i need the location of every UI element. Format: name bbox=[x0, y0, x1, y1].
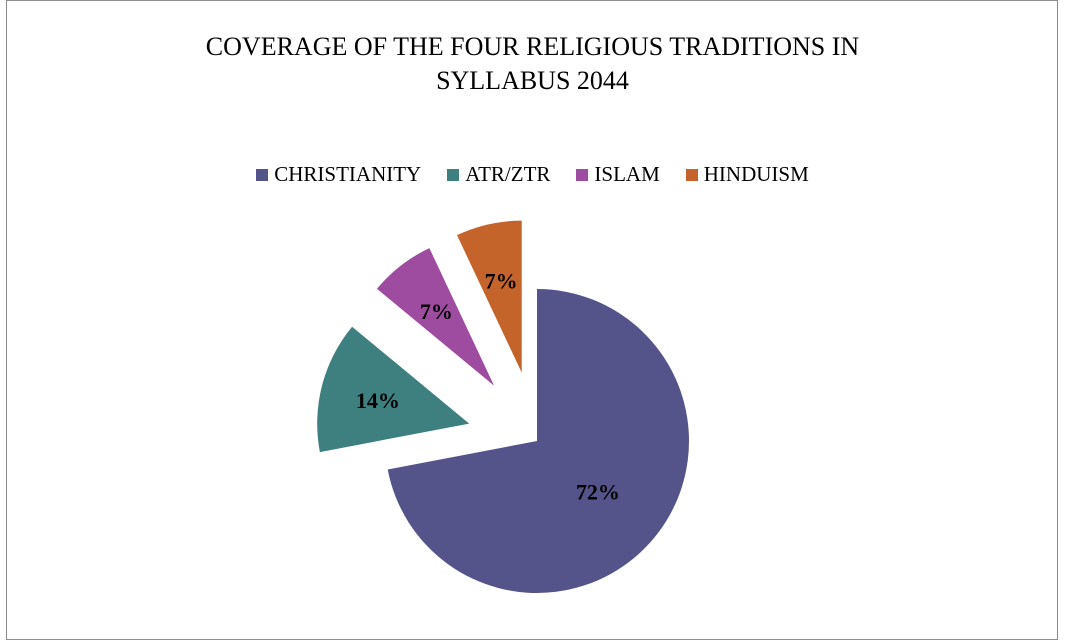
slice-label-hinduism: 7% bbox=[485, 269, 518, 294]
chart-title: COVERAGE OF THE FOUR RELIGIOUS TRADITION… bbox=[205, 32, 860, 95]
legend-label-christianity: CHRISTIANITY bbox=[274, 162, 422, 186]
pie-slice-islam bbox=[376, 248, 495, 386]
pie-slice-hinduism bbox=[457, 220, 522, 373]
slice-label-atr-ztr: 14% bbox=[356, 388, 400, 413]
legend-swatch-atr-ztr bbox=[447, 168, 460, 181]
legend-label-atr-ztr: ATR/ZTR bbox=[465, 162, 551, 186]
legend-entry-atr-ztr: ATR/ZTR bbox=[447, 162, 550, 187]
legend-entry-hinduism: HINDUISM bbox=[685, 162, 809, 187]
legend: CHRISTIANITY ATR/ZTR ISLAM HINDUISM bbox=[0, 162, 1065, 187]
legend-swatch-islam bbox=[576, 168, 589, 181]
legend-label-hinduism: HINDUISM bbox=[703, 162, 809, 186]
pie-slice-atr-ztr bbox=[317, 326, 470, 453]
slice-label-islam: 7% bbox=[420, 299, 453, 324]
pie-chart: 72% 14% 7% 7% bbox=[317, 220, 690, 593]
legend-label-islam: ISLAM bbox=[594, 162, 660, 186]
legend-entry-islam: ISLAM bbox=[576, 162, 660, 187]
slice-label-christianity: 72% bbox=[576, 479, 620, 504]
legend-entry-christianity: CHRISTIANITY bbox=[256, 162, 421, 187]
legend-swatch-christianity bbox=[256, 168, 269, 181]
pie-slice-christianity bbox=[387, 289, 690, 593]
legend-swatch-hinduism bbox=[685, 168, 698, 181]
